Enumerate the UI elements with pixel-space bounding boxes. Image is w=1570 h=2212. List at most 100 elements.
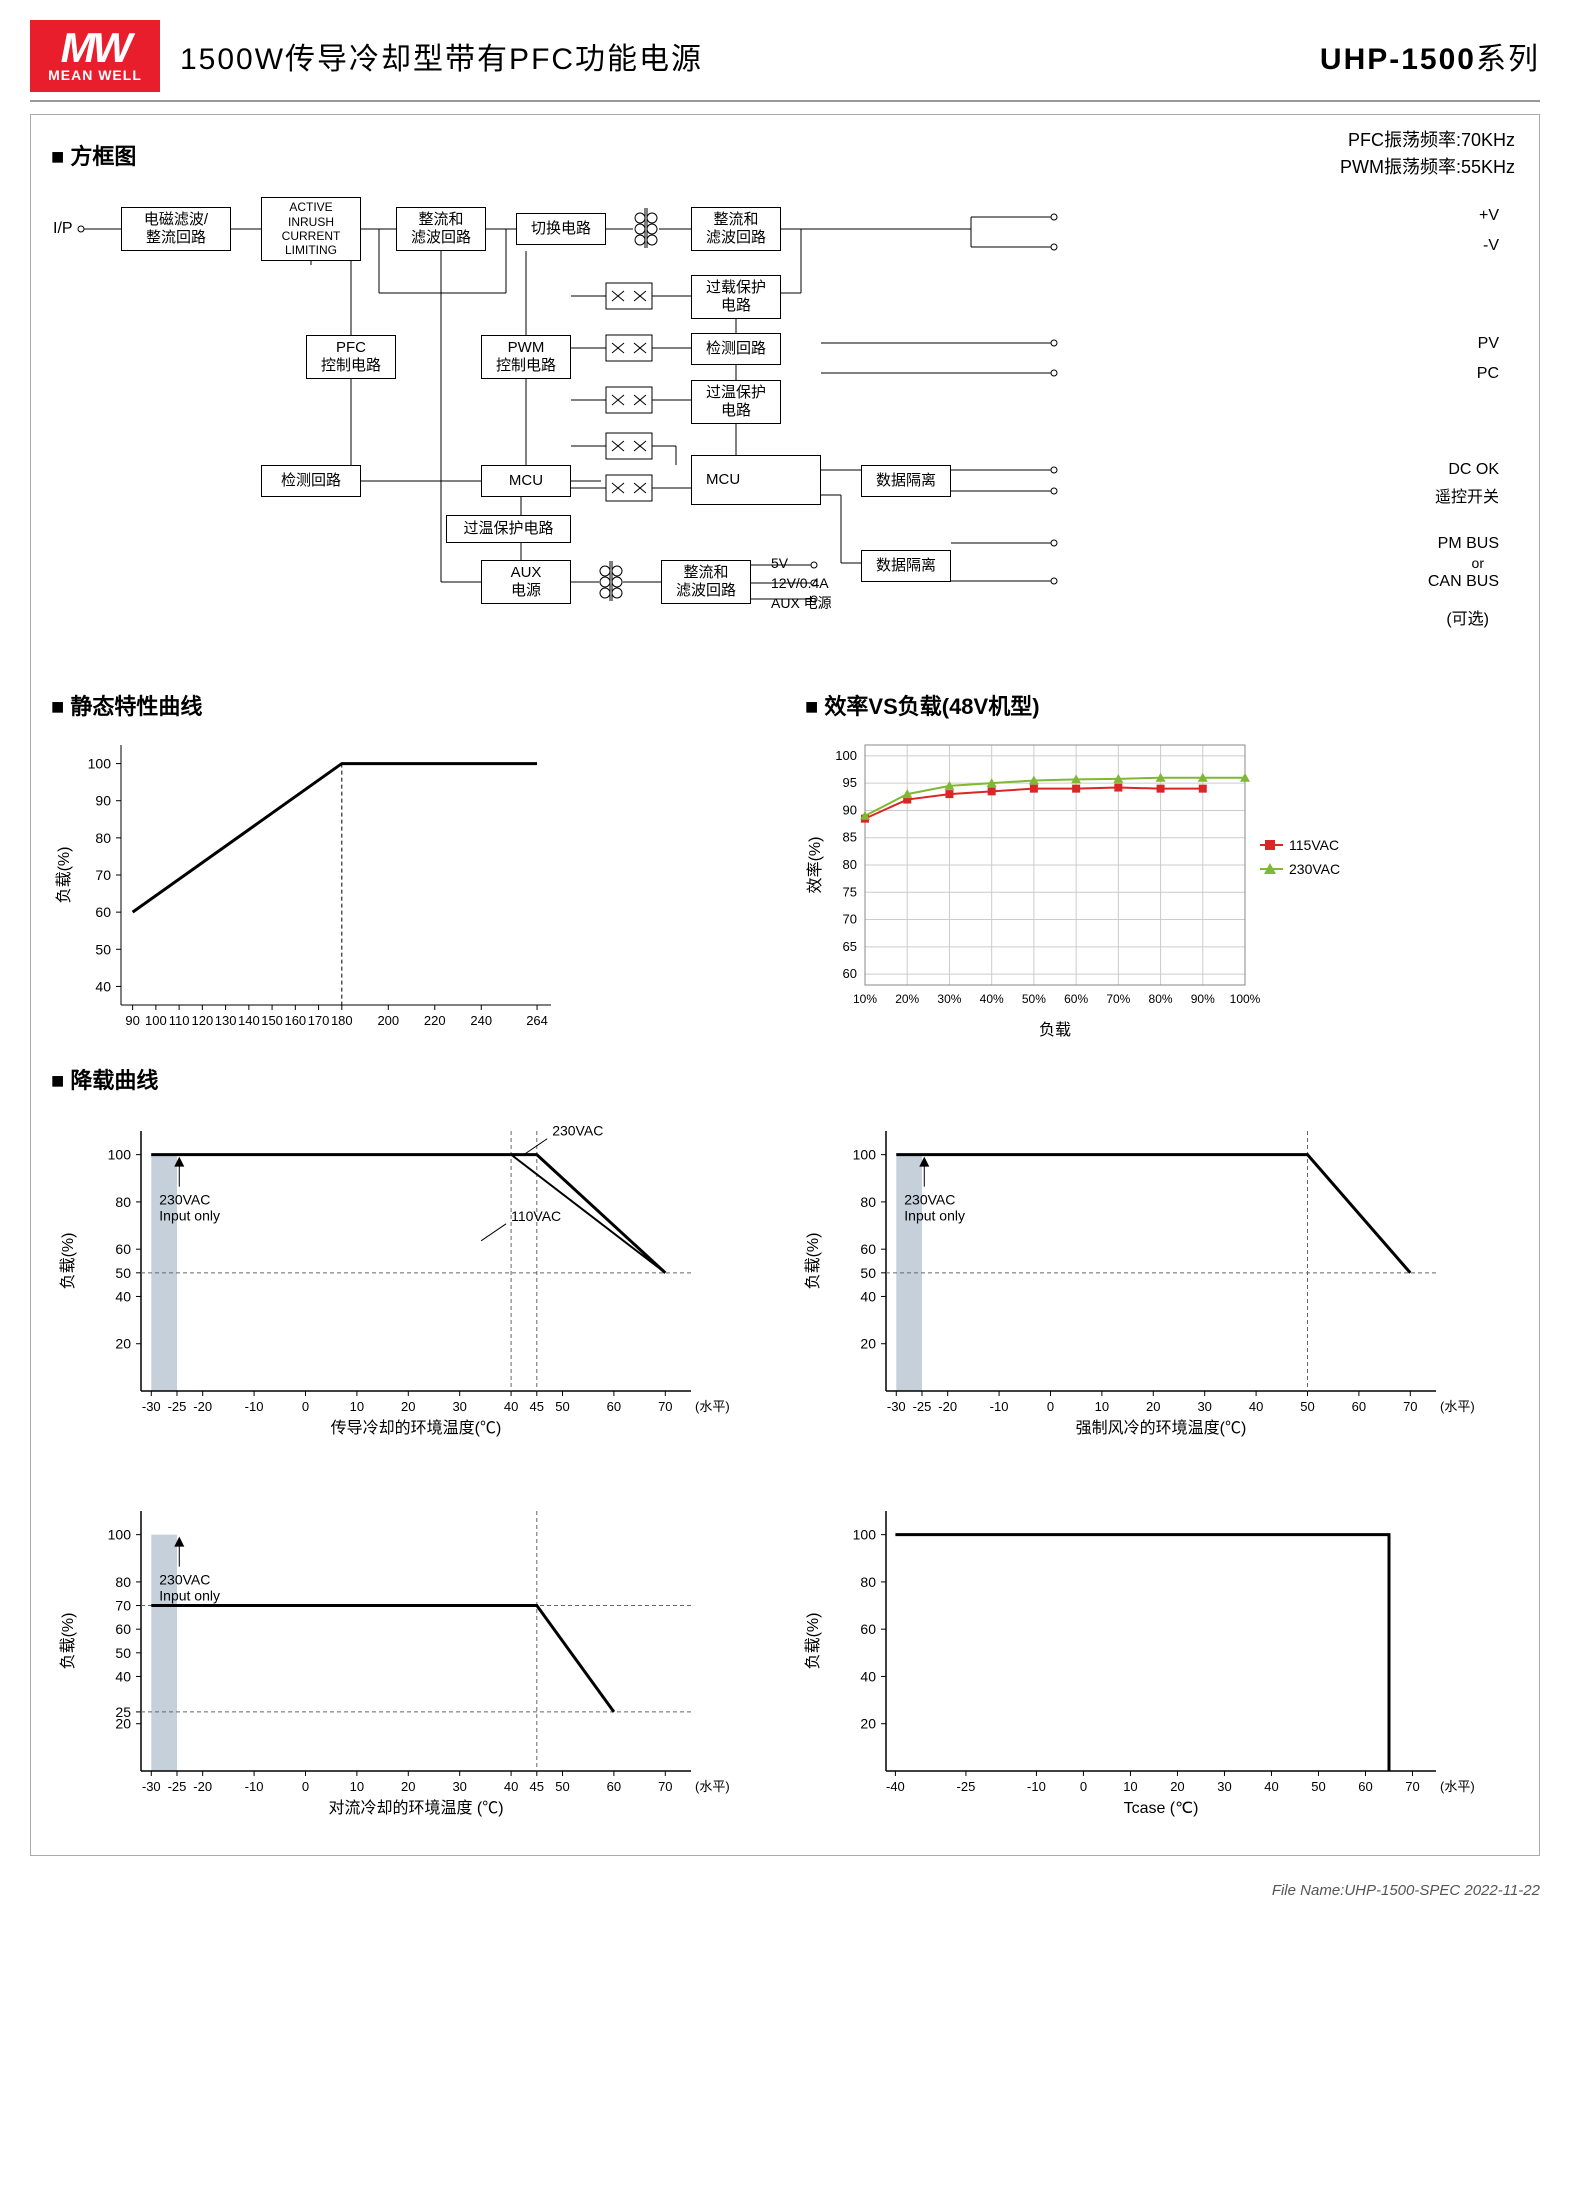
section-title-derating: ■ 降载曲线 <box>51 1063 1519 1095</box>
node-iso1: 数据隔离 <box>861 465 951 497</box>
out-vplus: +V <box>1479 207 1499 225</box>
node-rect3: 整流和 滤波回路 <box>661 560 751 604</box>
svg-text:效率(%): 效率(%) <box>806 837 824 894</box>
node-iso2: 数据隔离 <box>861 550 951 582</box>
svg-text:220: 220 <box>424 1013 446 1028</box>
static-chart: 4050607080901009010011012013014015016017… <box>51 725 571 1055</box>
svg-text:60%: 60% <box>1064 992 1088 1006</box>
svg-text:180: 180 <box>331 1013 353 1028</box>
svg-text:-10: -10 <box>989 1399 1008 1414</box>
svg-text:100: 100 <box>852 1527 876 1543</box>
node-rect1: 整流和 滤波回路 <box>396 207 486 251</box>
svg-text:90%: 90% <box>1191 992 1215 1006</box>
svg-text:40: 40 <box>115 1668 131 1684</box>
node-mcu2: MCU <box>691 455 821 505</box>
svg-text:30: 30 <box>452 1399 466 1414</box>
svg-text:40: 40 <box>860 1668 876 1684</box>
svg-text:40: 40 <box>504 1399 518 1414</box>
svg-text:100: 100 <box>108 1147 132 1163</box>
svg-text:200: 200 <box>377 1013 399 1028</box>
svg-text:-10: -10 <box>245 1399 264 1414</box>
svg-text:40: 40 <box>1248 1399 1262 1414</box>
svg-text:10: 10 <box>1094 1399 1108 1414</box>
svg-text:10%: 10% <box>853 992 877 1006</box>
out-canbus: CAN BUS <box>1428 573 1499 591</box>
derating-chart-0: 2040506080100-30-25-20-10010203040455060… <box>51 1111 756 1451</box>
svg-text:60: 60 <box>1351 1399 1365 1414</box>
svg-text:70: 70 <box>1405 1779 1419 1794</box>
svg-text:50: 50 <box>115 1645 131 1661</box>
svg-text:230VAC: 230VAC <box>1289 861 1340 877</box>
svg-text:40: 40 <box>115 1288 131 1304</box>
svg-text:Input only: Input only <box>159 1208 220 1224</box>
svg-text:-25: -25 <box>168 1779 187 1794</box>
svg-text:95: 95 <box>843 775 857 790</box>
svg-text:50: 50 <box>95 941 111 957</box>
svg-text:70: 70 <box>1403 1399 1417 1414</box>
svg-text:60: 60 <box>1358 1779 1372 1794</box>
svg-text:130: 130 <box>215 1013 237 1028</box>
svg-text:60: 60 <box>607 1399 621 1414</box>
svg-text:-25: -25 <box>168 1399 187 1414</box>
efficiency-chart: 606570758085909510010%20%30%40%50%60%70%… <box>805 725 1365 1055</box>
svg-text:50: 50 <box>555 1779 569 1794</box>
svg-text:50: 50 <box>860 1265 876 1281</box>
svg-text:80: 80 <box>860 1574 876 1590</box>
svg-text:负载: 负载 <box>1039 1021 1071 1039</box>
node-mcu1: MCU <box>481 465 571 497</box>
svg-text:230VAC: 230VAC <box>904 1192 955 1208</box>
svg-text:50: 50 <box>115 1265 131 1281</box>
svg-text:60: 60 <box>115 1621 131 1637</box>
svg-text:60: 60 <box>607 1779 621 1794</box>
svg-text:负载(%): 负载(%) <box>55 847 73 904</box>
series-suffix: 系列 <box>1476 43 1540 76</box>
svg-text:60: 60 <box>860 1621 876 1637</box>
svg-text:100: 100 <box>108 1527 132 1543</box>
svg-text:90: 90 <box>843 802 857 817</box>
svg-text:30: 30 <box>1197 1399 1211 1414</box>
svg-text:60: 60 <box>860 1241 876 1257</box>
svg-text:140: 140 <box>238 1013 260 1028</box>
svg-text:230VAC: 230VAC <box>159 1572 210 1588</box>
out-vminus: -V <box>1483 237 1499 255</box>
svg-text:Input only: Input only <box>904 1208 965 1224</box>
series-title: UHP-1500系列 <box>1320 34 1540 78</box>
out-pv: PV <box>1478 335 1499 353</box>
svg-text:85: 85 <box>843 830 857 845</box>
svg-text:(水平): (水平) <box>1440 1779 1475 1794</box>
svg-text:230VAC: 230VAC <box>552 1123 603 1139</box>
node-pfc: PFC 控制电路 <box>306 335 396 379</box>
out-auxps: AUX 电源 <box>771 593 832 613</box>
derating-chart-1: 2040506080100-30-25-20-10010203040506070… <box>796 1111 1501 1451</box>
node-pwm: PWM 控制电路 <box>481 335 571 379</box>
svg-text:(水平): (水平) <box>1440 1399 1475 1414</box>
block-diagram: I/P 电磁滤波/ 整流回路 ACTIVE INRUSH CURRENT LIM… <box>51 165 1519 665</box>
svg-text:30: 30 <box>452 1779 466 1794</box>
input-label: I/P <box>53 220 73 238</box>
svg-text:-20: -20 <box>193 1779 212 1794</box>
svg-text:240: 240 <box>470 1013 492 1028</box>
svg-text:-25: -25 <box>912 1399 931 1414</box>
svg-text:20: 20 <box>860 1336 876 1352</box>
node-detect1: 检测回路 <box>261 465 361 497</box>
svg-text:170: 170 <box>308 1013 330 1028</box>
out-or: or <box>1472 555 1484 571</box>
svg-text:30: 30 <box>1217 1779 1231 1794</box>
svg-text:60: 60 <box>843 966 857 981</box>
content-frame: ■ 方框图 PFC振荡频率:70KHz PWM振荡频率:55KHz I/P 电磁… <box>30 114 1540 1856</box>
svg-text:20%: 20% <box>895 992 919 1006</box>
svg-text:80%: 80% <box>1149 992 1173 1006</box>
svg-text:40: 40 <box>860 1288 876 1304</box>
svg-text:100%: 100% <box>1230 992 1261 1006</box>
header: MW MEAN WELL 1500W传导冷却型带有PFC功能电源 UHP-150… <box>30 20 1540 102</box>
svg-text:80: 80 <box>843 857 857 872</box>
svg-text:-20: -20 <box>193 1399 212 1414</box>
svg-text:110: 110 <box>169 1013 190 1028</box>
svg-text:40: 40 <box>504 1779 518 1794</box>
svg-text:强制风冷的环境温度(℃): 强制风冷的环境温度(℃) <box>1075 1418 1246 1437</box>
svg-text:50: 50 <box>555 1399 569 1414</box>
svg-text:60: 60 <box>95 904 111 920</box>
svg-text:100: 100 <box>835 748 857 763</box>
svg-text:50%: 50% <box>1022 992 1046 1006</box>
logo-bottom: MEAN WELL <box>48 67 142 83</box>
